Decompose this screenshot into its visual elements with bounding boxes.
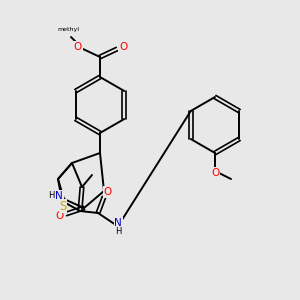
Text: N: N <box>55 191 63 201</box>
Text: O: O <box>211 168 219 178</box>
Text: H: H <box>48 191 54 200</box>
Text: methyl: methyl <box>57 27 79 32</box>
Text: O: O <box>56 211 64 221</box>
Text: N: N <box>114 218 122 228</box>
Text: S: S <box>59 200 67 212</box>
Text: O: O <box>74 42 82 52</box>
Text: H: H <box>115 227 121 236</box>
Text: O: O <box>104 187 112 197</box>
Text: O: O <box>119 42 127 52</box>
